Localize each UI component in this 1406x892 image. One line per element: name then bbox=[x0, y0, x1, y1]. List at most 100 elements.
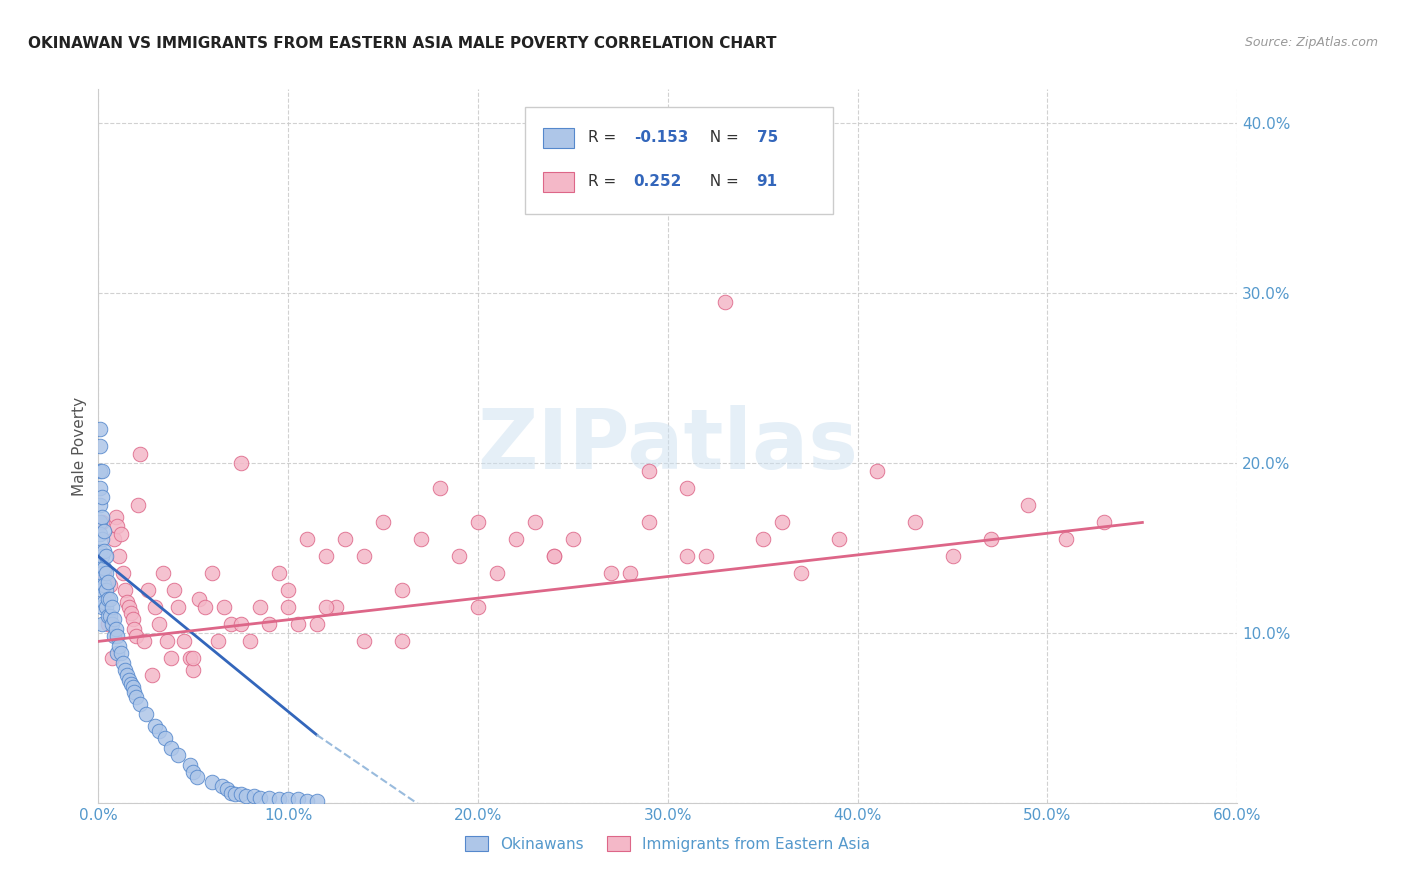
Point bbox=[91, 566, 114, 581]
Point bbox=[107, 646, 129, 660]
Text: R =: R = bbox=[588, 130, 621, 145]
Point bbox=[93, 524, 115, 538]
Point bbox=[118, 600, 141, 615]
Point bbox=[1094, 516, 1116, 530]
FancyBboxPatch shape bbox=[543, 128, 575, 148]
Point bbox=[217, 782, 239, 797]
Text: Source: ZipAtlas.com: Source: ZipAtlas.com bbox=[1244, 36, 1378, 49]
Point bbox=[89, 482, 111, 496]
Point bbox=[179, 651, 201, 665]
Point bbox=[183, 765, 205, 780]
Text: -0.153: -0.153 bbox=[634, 130, 688, 145]
Point bbox=[98, 578, 121, 592]
Point bbox=[97, 617, 120, 632]
Point bbox=[486, 566, 509, 581]
Point bbox=[89, 544, 111, 558]
Text: ZIPatlas: ZIPatlas bbox=[478, 406, 858, 486]
Text: OKINAWAN VS IMMIGRANTS FROM EASTERN ASIA MALE POVERTY CORRELATION CHART: OKINAWAN VS IMMIGRANTS FROM EASTERN ASIA… bbox=[28, 36, 776, 51]
Point bbox=[221, 786, 243, 800]
Point bbox=[94, 578, 117, 592]
Y-axis label: Male Poverty: Male Poverty bbox=[72, 396, 87, 496]
Point bbox=[104, 623, 127, 637]
Point bbox=[239, 634, 262, 648]
Point bbox=[695, 549, 717, 564]
Point bbox=[277, 600, 299, 615]
Point bbox=[163, 583, 186, 598]
Point bbox=[91, 516, 114, 530]
Point bbox=[145, 600, 167, 615]
Point bbox=[1056, 533, 1078, 547]
Point bbox=[524, 516, 547, 530]
Point bbox=[676, 482, 699, 496]
Point bbox=[94, 566, 117, 581]
Point bbox=[112, 657, 135, 671]
Point bbox=[100, 617, 122, 632]
Point bbox=[619, 566, 641, 581]
Point bbox=[103, 533, 125, 547]
Point bbox=[89, 439, 111, 453]
Point bbox=[135, 707, 157, 722]
Point bbox=[125, 629, 148, 643]
Point bbox=[91, 510, 114, 524]
Point bbox=[335, 533, 357, 547]
Point bbox=[259, 790, 281, 805]
Point bbox=[152, 566, 174, 581]
Point bbox=[159, 741, 181, 756]
Point bbox=[91, 465, 114, 479]
Point bbox=[91, 600, 114, 615]
Point bbox=[98, 591, 121, 606]
Point bbox=[391, 634, 413, 648]
Point bbox=[108, 640, 131, 654]
Point bbox=[429, 482, 451, 496]
Point bbox=[91, 617, 114, 632]
Point bbox=[97, 591, 120, 606]
Point bbox=[93, 561, 115, 575]
Point bbox=[112, 566, 135, 581]
Point bbox=[353, 549, 375, 564]
Point bbox=[235, 789, 257, 803]
Point bbox=[212, 600, 235, 615]
Point bbox=[391, 583, 413, 598]
Point bbox=[125, 690, 148, 705]
Point bbox=[201, 775, 224, 789]
Point bbox=[89, 422, 111, 436]
Point bbox=[221, 617, 243, 632]
Point bbox=[229, 617, 252, 632]
Point bbox=[103, 629, 125, 643]
Point bbox=[828, 533, 851, 547]
Point bbox=[305, 794, 328, 808]
Point bbox=[194, 600, 217, 615]
Point bbox=[97, 574, 120, 589]
Point bbox=[153, 731, 176, 746]
Text: 75: 75 bbox=[756, 130, 778, 145]
Point bbox=[115, 668, 138, 682]
Point bbox=[89, 578, 111, 592]
Point bbox=[121, 680, 143, 694]
Point bbox=[110, 527, 132, 541]
Point bbox=[229, 787, 252, 801]
Point bbox=[752, 533, 775, 547]
Point bbox=[505, 533, 527, 547]
Point bbox=[770, 516, 793, 530]
Point bbox=[100, 651, 122, 665]
Point bbox=[114, 583, 136, 598]
Point bbox=[315, 549, 337, 564]
Point bbox=[129, 448, 152, 462]
Point bbox=[325, 600, 347, 615]
Point bbox=[267, 566, 290, 581]
Point bbox=[121, 612, 143, 626]
Point bbox=[600, 566, 623, 581]
Point bbox=[89, 561, 111, 575]
Point bbox=[249, 790, 271, 805]
Text: N =: N = bbox=[700, 175, 744, 189]
Point bbox=[91, 583, 114, 598]
Point bbox=[243, 789, 266, 803]
Point bbox=[94, 600, 117, 615]
Point bbox=[371, 516, 394, 530]
Point bbox=[127, 499, 149, 513]
Point bbox=[141, 668, 163, 682]
Point bbox=[167, 748, 190, 763]
Point bbox=[159, 651, 181, 665]
Point bbox=[183, 663, 205, 677]
Point bbox=[89, 516, 111, 530]
